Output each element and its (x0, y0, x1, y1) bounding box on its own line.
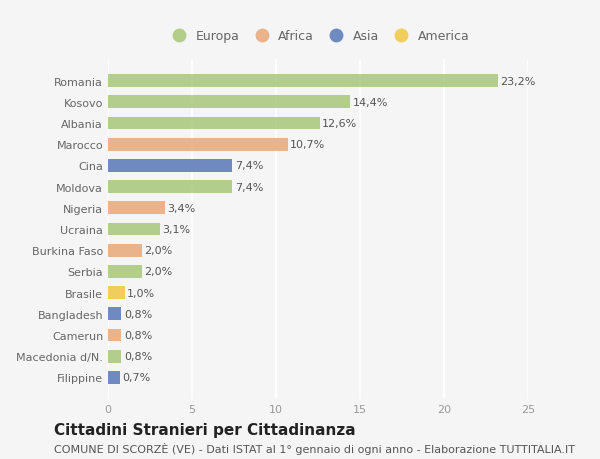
Text: 0,8%: 0,8% (124, 330, 152, 340)
Text: 0,7%: 0,7% (122, 373, 151, 382)
Text: Cittadini Stranieri per Cittadinanza: Cittadini Stranieri per Cittadinanza (54, 422, 356, 437)
Bar (108, 160, 232, 173)
Bar (108, 223, 160, 236)
Text: 1,0%: 1,0% (127, 288, 155, 298)
Text: 2,0%: 2,0% (144, 267, 172, 277)
Text: 3,4%: 3,4% (167, 203, 196, 213)
Text: 7,4%: 7,4% (235, 161, 263, 171)
Text: 0,8%: 0,8% (124, 309, 152, 319)
Bar (108, 202, 165, 215)
Bar (108, 350, 121, 363)
Bar (108, 371, 120, 384)
Bar (108, 244, 142, 257)
Text: 7,4%: 7,4% (235, 182, 263, 192)
Text: 14,4%: 14,4% (352, 98, 388, 107)
Bar (108, 139, 288, 151)
Legend: Europa, Africa, Asia, America: Europa, Africa, Asia, America (161, 25, 475, 48)
Bar (108, 181, 232, 194)
Text: 12,6%: 12,6% (322, 119, 358, 129)
Text: 3,1%: 3,1% (163, 224, 191, 235)
Text: 0,8%: 0,8% (124, 352, 152, 361)
Bar (108, 329, 121, 341)
Text: 10,7%: 10,7% (290, 140, 326, 150)
Bar (108, 265, 142, 278)
Text: COMUNE DI SCORZÈ (VE) - Dati ISTAT al 1° gennaio di ogni anno - Elaborazione TUT: COMUNE DI SCORZÈ (VE) - Dati ISTAT al 1°… (54, 442, 575, 454)
Bar (108, 75, 498, 88)
Text: 23,2%: 23,2% (500, 77, 536, 86)
Bar (108, 286, 125, 299)
Text: 2,0%: 2,0% (144, 246, 172, 256)
Bar (108, 118, 320, 130)
Bar (108, 308, 121, 320)
Bar (108, 96, 350, 109)
